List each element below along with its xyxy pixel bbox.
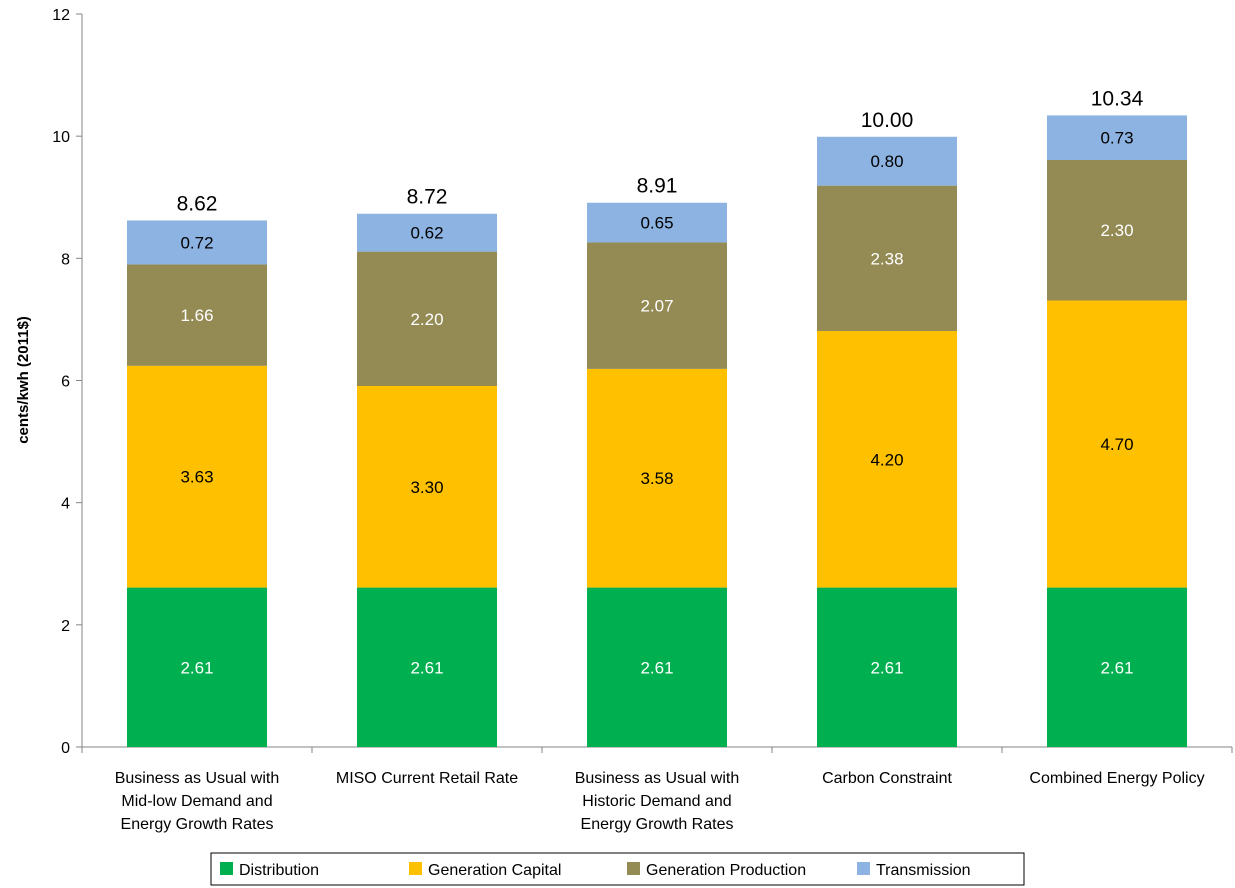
legend: Distribution Generation Capital Generation… (210, 852, 1025, 886)
data-label: 0.80 (870, 152, 903, 171)
total-label: 8.72 (407, 186, 448, 209)
bar-segment-distribution (127, 587, 267, 747)
y-tick-label: 10 (52, 129, 70, 146)
total-label: 10.34 (1091, 87, 1144, 110)
legend-swatch (220, 862, 233, 875)
bar-segment-generation-production (817, 185, 957, 332)
axes: 0 2 4 6 8 10 12 (52, 7, 1233, 757)
y-tick-label: 6 (61, 374, 70, 391)
legend-box (210, 852, 1025, 886)
total-label: 8.62 (177, 192, 218, 215)
data-label: 0.73 (1100, 129, 1133, 148)
x-category-label: Mid-low Demand and (121, 793, 272, 810)
data-label: 2.07 (640, 297, 673, 316)
bar-segment-transmission (127, 220, 267, 265)
bar-segment-transmission (1047, 115, 1187, 160)
bars: 2.61 3.63 1.66 0.72 8.62 2.61 3.30 2.20 0.62 8.72… (127, 87, 1187, 747)
bar-segment-generation-capital (357, 385, 497, 588)
x-category-label: Carbon Constraint (822, 770, 952, 787)
data-label: 2.61 (1100, 658, 1133, 677)
data-label: 4.70 (1100, 435, 1133, 454)
x-category-label: Energy Growth Rates (121, 816, 274, 833)
legend-label: Generation Capital (428, 862, 561, 879)
bar-segment-generation-production (127, 264, 267, 366)
x-category-label: MISO Current Retail Rate (336, 770, 518, 787)
legend-swatch (857, 862, 870, 875)
bar-segment-generation-capital (587, 368, 727, 588)
data-label: 2.61 (640, 658, 673, 677)
data-label: 0.62 (410, 224, 443, 243)
x-category-label: Combined Energy Policy (1029, 770, 1204, 787)
data-label: 3.58 (640, 469, 673, 488)
legend-label: Generation Production (646, 862, 806, 879)
data-label: 3.30 (410, 478, 443, 497)
bar-segment-generation-production (1047, 159, 1187, 301)
bar-segment-generation-capital (1047, 300, 1187, 588)
y-tick-label: 4 (61, 496, 70, 513)
bar-segment-transmission (357, 213, 497, 252)
data-label: 0.65 (640, 214, 673, 233)
x-category-label: Business as Usual with (575, 770, 740, 787)
data-label: 4.20 (870, 450, 903, 469)
y-tick-label: 0 (61, 740, 70, 757)
x-category-label: Historic Demand and (582, 793, 731, 810)
bar-segment-generation-capital (127, 365, 267, 588)
legend-label: Transmission (876, 862, 971, 879)
y-tick-label: 2 (61, 618, 70, 635)
data-label: 0.72 (180, 233, 213, 252)
bar-segment-distribution (587, 587, 727, 747)
bar-segment-generation-production (587, 242, 727, 369)
legend-label: Distribution (239, 862, 319, 879)
y-tick-label: 12 (52, 7, 70, 24)
bar-segment-distribution (1047, 587, 1187, 747)
data-label: 2.61 (410, 658, 443, 677)
data-label: 2.61 (870, 658, 903, 677)
data-label: 2.20 (410, 310, 443, 329)
x-category-label: Energy Growth Rates (581, 816, 734, 833)
bar-segment-distribution (357, 587, 497, 747)
y-tick-label: 8 (61, 251, 70, 268)
bar-segment-generation-production (357, 251, 497, 386)
total-label: 8.91 (637, 175, 678, 198)
category-labels: Business as Usual with Mid-low Demand and… (115, 770, 1205, 833)
x-category-label: Business as Usual with (115, 770, 280, 787)
data-label: 2.61 (180, 658, 213, 677)
bar-segment-transmission (587, 202, 727, 243)
bar-segment-transmission (817, 136, 957, 186)
data-label: 3.63 (180, 468, 213, 487)
y-axis-label: cents/kwh (2011$) (15, 316, 32, 444)
bar-segment-generation-capital (817, 331, 957, 588)
data-label: 2.30 (1100, 221, 1133, 240)
data-label: 1.66 (180, 306, 213, 325)
bar-segment-distribution (817, 587, 957, 747)
legend-swatch (409, 862, 422, 875)
total-label: 10.00 (861, 109, 914, 132)
legend-swatch (627, 862, 640, 875)
data-label: 2.38 (870, 249, 903, 268)
